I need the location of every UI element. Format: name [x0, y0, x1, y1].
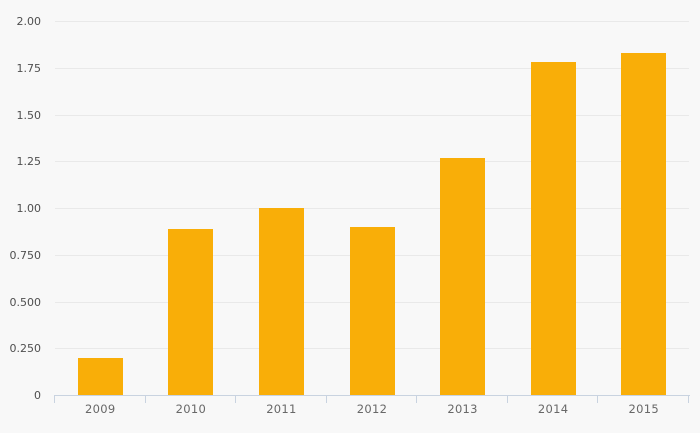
x-axis-tick: [144, 395, 146, 403]
x-axis-tick: [54, 395, 55, 403]
x-axis-category-label: 2015: [628, 402, 659, 416]
bar-2010: [168, 228, 214, 395]
x-axis-category-label: 2012: [356, 402, 388, 416]
y-axis-tick-label: 1.00: [16, 202, 42, 215]
x-axis-tick: [506, 395, 508, 403]
bar-2009: [77, 357, 123, 395]
bar-2011: [258, 208, 304, 395]
x-axis-category-label: 2014: [537, 402, 569, 416]
bar-2015: [621, 52, 667, 395]
gridline: [55, 67, 689, 69]
x-axis-tick: [416, 395, 418, 403]
y-axis-tick-label: 0: [34, 389, 41, 402]
gridline: [55, 114, 689, 116]
x-axis-tick: [325, 395, 327, 403]
x-axis-tick: [597, 395, 599, 403]
bar-2013: [440, 157, 486, 395]
gridline: [55, 21, 689, 22]
x-axis-category-label: 2010: [175, 402, 207, 416]
x-axis-tick: [235, 395, 237, 403]
y-axis-tick-label: 0.500: [9, 295, 42, 309]
x-axis-category-label: 2011: [266, 402, 297, 416]
y-axis-tick-label: 0.750: [9, 248, 42, 262]
y-axis-tick-label: 1.50: [16, 108, 42, 122]
y-axis-tick-label: 1.25: [16, 155, 42, 169]
bar-2014: [530, 62, 576, 395]
gridline: [55, 161, 689, 163]
x-axis-category-label: 2013: [447, 402, 478, 416]
x-axis-category-label: 2009: [85, 402, 116, 416]
x-axis-tick: [688, 395, 689, 403]
y-axis-tick-label: 0.250: [9, 342, 42, 356]
bar-2012: [349, 226, 395, 395]
y-axis-tick-label: 1.75: [16, 61, 42, 75]
y-axis-tick-label: 2.00: [16, 15, 42, 28]
gridline: [55, 208, 689, 209]
x-axis-line: [54, 395, 690, 396]
